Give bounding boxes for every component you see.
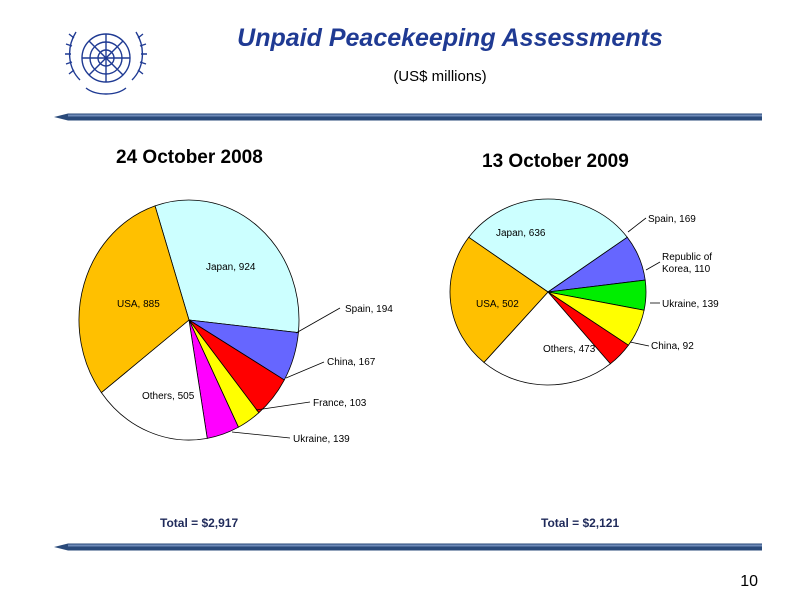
pie-2008-leader-spain xyxy=(295,307,341,334)
pie-2008-label-ukraine: Ukraine, 139 xyxy=(293,434,350,445)
pie-2009-label-others: Others, 473 xyxy=(543,344,596,355)
pie-2009-label-china: China, 92 xyxy=(651,341,694,352)
pie-2008-slice-usa xyxy=(78,205,190,394)
pie-2009-leader-republic-of-korea xyxy=(645,261,661,271)
pie-2009-slice-usa xyxy=(449,236,549,363)
un-emblem-icon xyxy=(65,31,147,95)
pie-2009-leader-spain xyxy=(627,217,647,233)
pie-2008-leader-ukraine xyxy=(231,431,291,439)
pie-2008-label-others: Others, 505 xyxy=(142,391,195,402)
pie-2008-label-china: China, 167 xyxy=(327,357,376,368)
pie-2008-label-france: France, 103 xyxy=(313,398,367,409)
pie-2009-label-spain: Spain, 169 xyxy=(648,214,696,225)
pie-2008-label-japan: Japan, 924 xyxy=(206,262,256,273)
page-subtitle: (US$ millions) xyxy=(393,68,487,85)
bottom-divider xyxy=(54,543,762,551)
pie-2008-slice-others xyxy=(100,319,208,441)
pie-2009-label-republic-of-korea: Republic of Korea, 110 xyxy=(662,252,712,275)
pie-2009-slice-japan xyxy=(468,198,628,293)
pie-2009-label-japan: Japan, 636 xyxy=(496,228,546,239)
chart-title-2008: 24 October 2008 xyxy=(116,147,263,168)
pie-2009-label-ukraine: Ukraine, 139 xyxy=(662,299,719,310)
pie-2008-label-usa: USA, 885 xyxy=(117,299,160,310)
chart-title-2009: 13 October 2009 xyxy=(482,151,629,172)
total-2009: Total = $2,121 xyxy=(541,516,620,530)
total-2008: Total = $2,917 xyxy=(160,516,239,530)
top-divider xyxy=(54,113,762,121)
pie-2009-label-usa: USA, 502 xyxy=(476,299,519,310)
page-title: Unpaid Peacekeeping Assessments xyxy=(237,24,663,52)
pie-2008-label-spain: Spain, 194 xyxy=(345,304,393,315)
page-number: 10 xyxy=(740,573,758,590)
pie-2008-slice-japan xyxy=(154,199,300,334)
pie-2008-leader-china xyxy=(285,361,325,379)
pie-2009-leader-china xyxy=(629,341,650,347)
pie-2008-leader-france xyxy=(255,401,311,411)
pie-2009-slice-others xyxy=(483,291,611,386)
